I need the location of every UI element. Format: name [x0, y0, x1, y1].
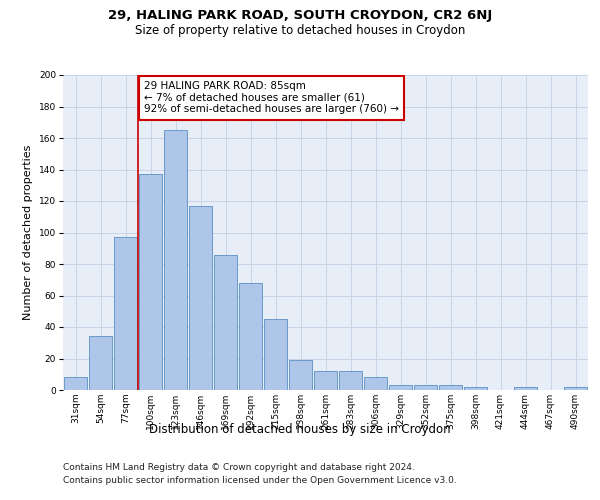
Bar [439, 386, 463, 390]
Y-axis label: Number of detached properties: Number of detached properties [23, 145, 33, 320]
Bar [289, 360, 313, 390]
Text: Contains HM Land Registry data © Crown copyright and database right 2024.: Contains HM Land Registry data © Crown c… [63, 462, 415, 471]
Bar [338, 371, 362, 390]
Bar [389, 386, 412, 390]
Bar [214, 254, 238, 390]
Bar [464, 387, 487, 390]
Text: 29, HALING PARK ROAD, SOUTH CROYDON, CR2 6NJ: 29, HALING PARK ROAD, SOUTH CROYDON, CR2… [108, 9, 492, 22]
Bar [263, 319, 287, 390]
Bar [239, 283, 262, 390]
Bar [514, 387, 538, 390]
Bar [563, 387, 587, 390]
Bar [413, 386, 437, 390]
Text: Distribution of detached houses by size in Croydon: Distribution of detached houses by size … [149, 422, 451, 436]
Bar [139, 174, 163, 390]
Bar [314, 371, 337, 390]
Bar [364, 378, 388, 390]
Text: Size of property relative to detached houses in Croydon: Size of property relative to detached ho… [135, 24, 465, 37]
Bar [164, 130, 187, 390]
Text: Contains public sector information licensed under the Open Government Licence v3: Contains public sector information licen… [63, 476, 457, 485]
Text: 29 HALING PARK ROAD: 85sqm
← 7% of detached houses are smaller (61)
92% of semi-: 29 HALING PARK ROAD: 85sqm ← 7% of detac… [144, 82, 399, 114]
Bar [188, 206, 212, 390]
Bar [113, 237, 137, 390]
Bar [64, 378, 88, 390]
Bar [89, 336, 112, 390]
